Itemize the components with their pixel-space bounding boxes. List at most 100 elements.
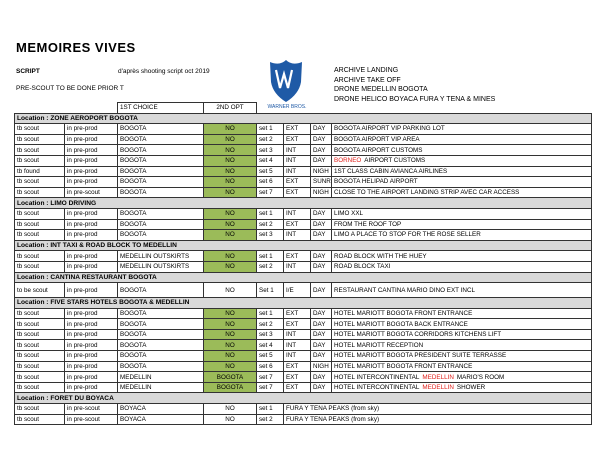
section-row: Location : LIMO DRIVING — [14, 197, 592, 209]
description-cell: BOGOTA AIRPORT CUSTOMS — [331, 144, 592, 156]
column-header: 2ND OPT — [203, 102, 257, 114]
section-title: Location : FIVE STARS HOTELS BOGOTA & ME… — [14, 297, 592, 309]
status-cell: tb scout — [14, 207, 65, 220]
data-row: tb scout in pre-scout BOGOTA NO set 7 EXT NIGH… — [14, 186, 592, 199]
time-cell: SUNR — [310, 176, 332, 188]
int-ext-cell: EXT — [283, 218, 311, 231]
opt2-cell: NO — [203, 229, 257, 241]
choice-cell: BOGOTA — [117, 144, 204, 156]
description-cell: BORNEO AIRPORT CUSTOMS — [331, 154, 592, 167]
set-cell: set 1 — [256, 307, 284, 320]
status-cell: to be scout — [14, 282, 65, 299]
description-cell: HOTEL MARIOTT BOGOTA CORRIDORS KITCHENS … — [331, 328, 592, 341]
data-row: tb scout in pre-prod MEDELLIN OUTSKIRTS NO s… — [14, 250, 592, 262]
time-cell: DAY — [310, 350, 332, 362]
data-row: tb scout in pre-scout BOYACA NO set 1 FURA Y … — [14, 403, 592, 415]
set-cell: set 2 — [256, 318, 284, 330]
time-cell: DAY — [310, 371, 332, 383]
choice-cell: BOGOTA — [117, 307, 204, 320]
opt2-cell: NO — [203, 307, 257, 320]
time-cell: DAY — [310, 154, 332, 167]
stage-cell: in pre-prod — [64, 133, 118, 146]
description-cell: BOGOTA AIRPORT VIP AREA — [331, 133, 592, 146]
time-cell: NIGH — [310, 186, 332, 199]
description-part: RESTAURANT CANTINA MARIO DINO EXT INCL — [334, 286, 475, 294]
choice-cell: BOGOTA — [117, 218, 204, 231]
logo-text: WARNER BROS. — [268, 104, 307, 110]
data-row: tb found in pre-prod BOGOTA NO set 5 INT NIGH 1… — [14, 165, 592, 178]
section-title: Location : CANTINA RESTAURANT BOGOTA — [14, 271, 592, 284]
data-row: tb scout in pre-prod BOGOTA NO set 3 INT DAY HO… — [14, 328, 592, 341]
status-cell: tb scout — [14, 176, 65, 188]
description-part: HOTEL MARIOTT BOGOTA FRONT ENTRANCE — [334, 362, 473, 370]
set-cell: set 2 — [256, 133, 284, 146]
empty-cell — [15, 103, 65, 114]
stage-cell: in pre-prod — [64, 260, 118, 273]
set-cell: set 3 — [256, 144, 284, 156]
status-cell: tb scout — [14, 381, 65, 394]
description-cell: HOTEL MARIOTT BOGOTA FRONT ENTRANCE — [331, 307, 592, 320]
opt2-cell: NO — [203, 328, 257, 341]
header-row: 1ST CHOICE 2ND OPT — [15, 102, 592, 114]
set-cell: set 2 — [256, 260, 284, 273]
time-cell: DAY — [310, 282, 332, 299]
script-label: SCRIPT — [16, 68, 40, 75]
data-row: tb scout in pre-prod BOGOTA NO set 1 INT DAY LI… — [14, 207, 592, 220]
description-part: HOTEL INTERCONTINENTAL — [334, 373, 420, 381]
stage-cell: in pre-prod — [64, 218, 118, 231]
stage-cell: in pre-scout — [64, 413, 118, 426]
description-cell: HOTEL MARIOTT BOGOTA PRESIDENT SUITE TER… — [331, 350, 592, 362]
opt2-cell: NO — [203, 144, 257, 156]
time-cell: NIGH — [310, 165, 332, 178]
description-part: HOTEL MARIOTT BOGOTA PRESIDENT SUITE TER… — [334, 352, 507, 360]
int-ext-cell: EXT — [283, 186, 311, 199]
int-ext-cell: INT — [283, 144, 311, 156]
opt2-cell: NO — [203, 123, 257, 135]
set-cell: set 7 — [256, 381, 284, 394]
stage-cell: in pre-prod — [64, 328, 118, 341]
time-cell: DAY — [310, 123, 332, 135]
set-cell: set 4 — [256, 339, 284, 352]
opt2-cell: NO — [203, 260, 257, 273]
data-row: tb scout in pre-prod BOGOTA NO set 6 EXT NIGH H… — [14, 360, 592, 373]
note-line: DRONE MEDELLIN BOGOTA — [334, 86, 428, 94]
script-note: d'après shooting script oct 2019 — [118, 68, 210, 75]
data-row: tb scout in pre-prod MEDELLIN BOGOTA set 7 EX… — [14, 371, 592, 383]
empty-cell — [257, 103, 284, 114]
choice-cell: BOGOTA — [117, 318, 204, 330]
set-cell: set 3 — [256, 229, 284, 241]
stage-cell: in pre-prod — [64, 381, 118, 394]
description-cell: FURA Y TENA PEAKS (from sky) — [283, 403, 592, 415]
column-header: 1ST CHOICE — [117, 102, 204, 114]
choice-cell: BOGOTA — [117, 154, 204, 167]
opt2-cell: NO — [203, 318, 257, 330]
time-cell: DAY — [310, 133, 332, 146]
description-part: HOTEL MARIOTT BOGOTA FRONT ENTRANCE — [334, 309, 473, 317]
int-ext-cell: INT — [283, 207, 311, 220]
stage-cell: in pre-prod — [64, 360, 118, 373]
description-part: HOTEL MARIOTT BOGOTA CORRIDORS KITCHENS … — [334, 331, 502, 339]
set-cell: set 7 — [256, 186, 284, 199]
status-cell: tb scout — [14, 339, 65, 352]
description-part: ROAD BLOCK TAXI — [334, 263, 391, 271]
choice-cell: BOGOTA — [117, 350, 204, 362]
description-cell: LIMO A PLACE TO STOP FOR THE ROSE SELLER — [331, 229, 592, 241]
set-cell: set 2 — [256, 218, 284, 231]
section-row: Location : INT TAXI & ROAD BLOCK TO MEDE… — [14, 239, 592, 252]
data-row: tb scout in pre-prod BOGOTA NO set 3 INT DAY LI… — [14, 229, 592, 241]
int-ext-cell: EXT — [283, 381, 311, 394]
time-cell: DAY — [310, 207, 332, 220]
empty-cell — [311, 103, 332, 114]
status-cell: tb scout — [14, 144, 65, 156]
time-cell: DAY — [310, 328, 332, 341]
description-part: FURA Y TENA PEAKS (from sky) — [286, 415, 380, 423]
set-cell: set 4 — [256, 154, 284, 167]
opt2-cell: NO — [203, 154, 257, 167]
stage-cell: in pre-prod — [64, 144, 118, 156]
description-cell: HOTEL INTERCONTINENTAL MEDELLIN MARIO'S RO… — [331, 371, 592, 383]
empty-cell — [65, 103, 118, 114]
status-cell: tb found — [14, 165, 65, 178]
stage-cell: in pre-prod — [64, 229, 118, 241]
opt2-cell: NO — [203, 186, 257, 199]
